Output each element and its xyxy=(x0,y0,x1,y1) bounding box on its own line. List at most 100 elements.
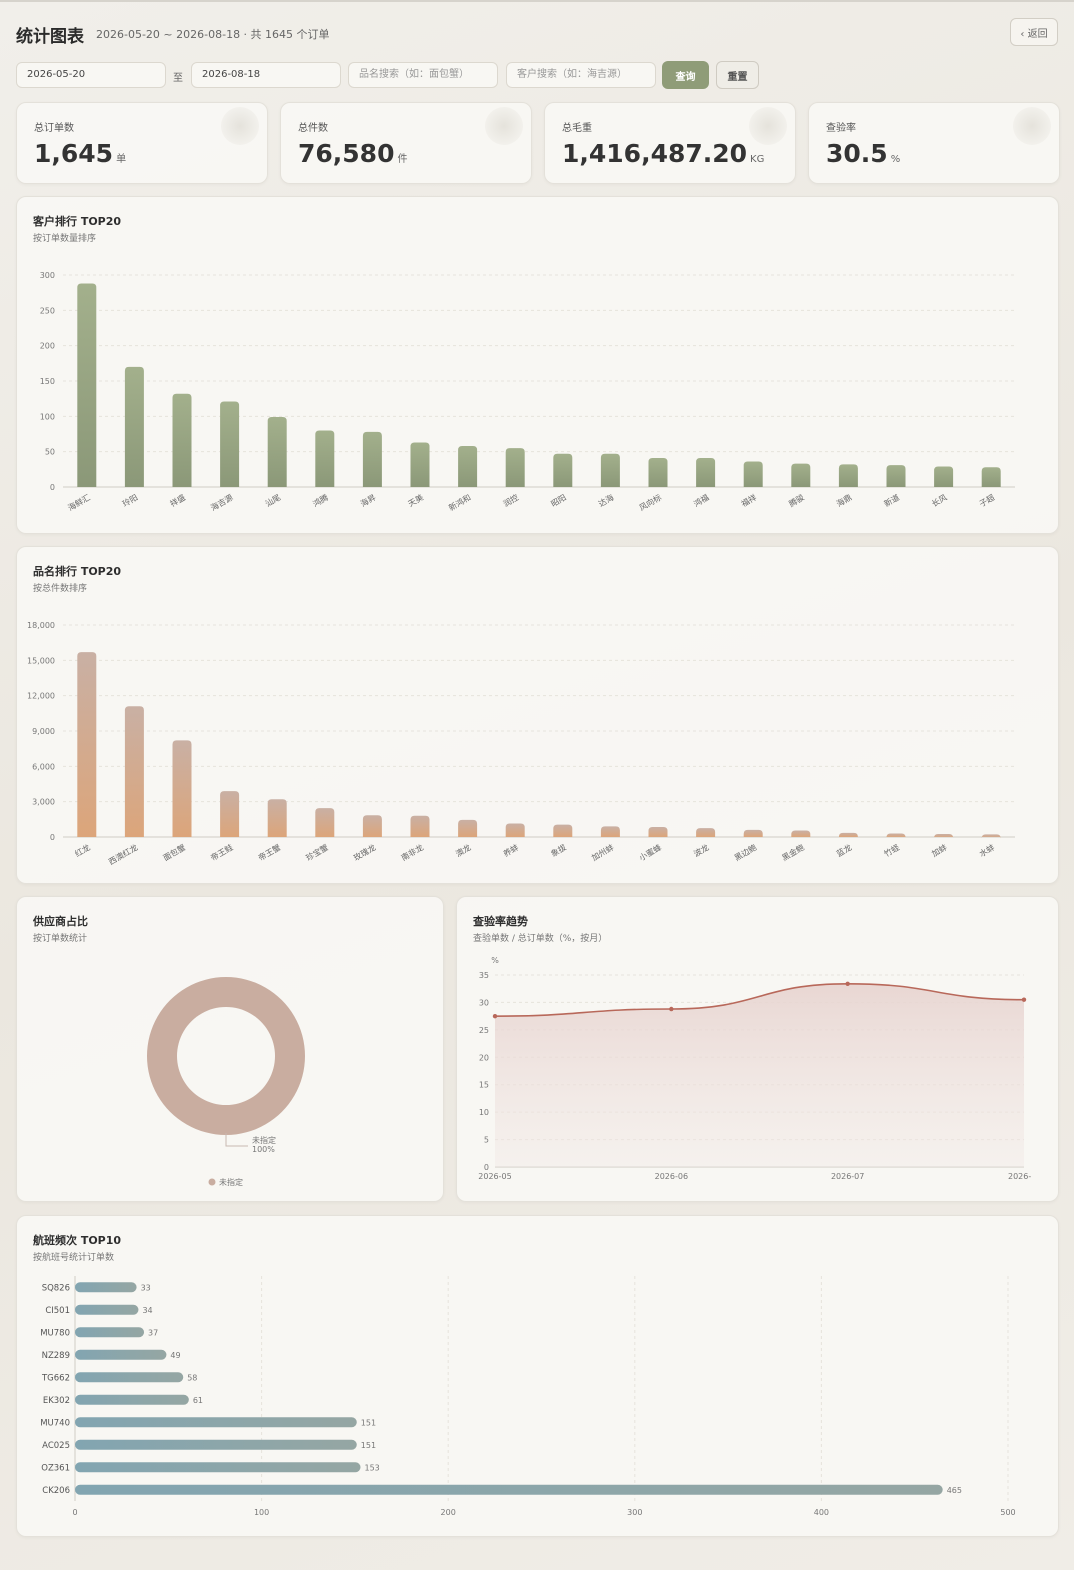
y-tick-label: 0 xyxy=(484,1163,489,1172)
bar xyxy=(75,1484,943,1495)
bar xyxy=(172,740,192,837)
x-tick-label: 波龙 xyxy=(692,842,711,859)
y-tick-label: 20 xyxy=(479,1053,489,1062)
y-tick-label: AC025 xyxy=(42,1441,70,1451)
x-tick-label: 昭阳 xyxy=(549,493,567,509)
y-tick-label: 0 xyxy=(50,483,55,492)
product-search-input[interactable]: 品名搜索（如：面包蟹） xyxy=(348,62,498,88)
card-subtitle: 按总件数排序 xyxy=(33,584,88,594)
y-tick-label: 35 xyxy=(479,971,489,980)
stat-decoration xyxy=(485,107,523,145)
x-tick-label: 澳龙 xyxy=(454,842,473,859)
bar xyxy=(505,823,525,837)
card-subtitle: 按航班号统计订单数 xyxy=(33,1253,115,1263)
bar xyxy=(315,430,335,487)
data-label: 151 xyxy=(361,1418,376,1427)
end-date-input[interactable]: 2026-08-18 xyxy=(191,62,341,88)
pie-slice xyxy=(146,977,305,1135)
filter-bar: 2026-05-20 至 2026-08-18 品名搜索（如：面包蟹） 客户搜索… xyxy=(16,61,776,89)
bar xyxy=(75,1394,189,1405)
y-tick-label: 150 xyxy=(40,377,55,386)
y-tick-label: MU780 xyxy=(40,1328,70,1338)
x-tick-label: 500 xyxy=(1000,1508,1015,1517)
bar xyxy=(75,1462,361,1473)
label-leader-line xyxy=(225,1133,248,1147)
card-subtitle: 查验单数 / 总订单数（%，按月） xyxy=(473,934,608,944)
bar xyxy=(934,834,954,839)
bar xyxy=(75,1282,137,1293)
back-button[interactable]: ‹ 返回 xyxy=(1010,18,1058,46)
bar xyxy=(124,706,144,837)
x-tick-label: 帝王蟹 xyxy=(256,842,282,863)
card-title: 航班频次 TOP10 xyxy=(33,1234,122,1247)
y-tick-label: 15 xyxy=(479,1081,489,1090)
x-tick-label: 2026- xyxy=(1008,1172,1031,1181)
bar xyxy=(696,828,716,837)
x-tick-label: 新道 xyxy=(882,492,901,509)
bar xyxy=(362,431,382,487)
card-subtitle: 按订单数统计 xyxy=(33,934,88,944)
x-tick-label: 玲阳 xyxy=(121,492,140,509)
bar xyxy=(886,465,906,487)
product-ranking-card: 品名排行 TOP20 按总件数排序 0 3,000 6,000 9,000 12,000… xyxy=(16,546,1059,884)
x-tick-label: 300 xyxy=(627,1508,642,1517)
bar xyxy=(410,815,430,837)
query-button[interactable]: 查询 xyxy=(662,61,709,89)
customer-search-input[interactable]: 客户搜索（如：海吉源） xyxy=(506,62,656,88)
bar xyxy=(553,824,573,837)
x-tick-label: 腾骏 xyxy=(787,492,806,509)
data-label: 151 xyxy=(361,1441,376,1450)
bar xyxy=(315,808,335,837)
start-date-input[interactable]: 2026-05-20 xyxy=(16,62,166,88)
slice-name-label: 未指定 xyxy=(252,1135,276,1145)
bar xyxy=(505,448,525,487)
x-tick-label: 蓝龙 xyxy=(835,842,854,859)
legend-marker xyxy=(208,1178,216,1186)
data-label: 58 xyxy=(187,1373,197,1382)
x-tick-label: 黑金鲍 xyxy=(780,842,806,863)
x-tick-label: 面包蟹 xyxy=(161,842,187,863)
bar xyxy=(77,283,97,487)
bar xyxy=(267,417,287,487)
bar xyxy=(75,1304,139,1315)
y-tick-label: 9,000 xyxy=(32,727,55,736)
stat-value: 1,645 单 xyxy=(34,139,127,168)
bar xyxy=(75,1439,357,1450)
x-tick-label: 长风 xyxy=(930,492,949,509)
data-point xyxy=(1021,997,1027,1002)
trend-line xyxy=(494,982,1025,1017)
bar xyxy=(267,799,287,837)
stat-decoration xyxy=(221,107,259,145)
bar xyxy=(981,467,1001,487)
x-tick-label: 玫瑰龙 xyxy=(352,842,378,863)
x-tick-label: 新鸿和 xyxy=(447,492,473,513)
x-tick-label: 珍宝蟹 xyxy=(304,842,330,863)
page-subtitle: 2026-05-20 ~ 2026-08-18 · 共 1645 个订单 xyxy=(96,28,330,41)
bar xyxy=(75,1417,357,1428)
y-tick-label: 5 xyxy=(484,1136,489,1145)
x-tick-label: 2026-05 xyxy=(478,1172,511,1181)
x-tick-label: 黑边鲍 xyxy=(732,842,758,863)
y-tick-label: CI501 xyxy=(45,1306,70,1316)
data-point xyxy=(492,1013,498,1019)
bar xyxy=(75,1372,184,1383)
y-tick-label: 300 xyxy=(40,271,55,280)
bar xyxy=(600,453,620,487)
y-tick-label: TG662 xyxy=(41,1373,70,1383)
inspection-trend-card: 查验率趋势 查验单数 / 总订单数（%，按月） % 0 5 10 15 20 25 30 35 2… xyxy=(456,896,1059,1202)
y-tick-label: 30 xyxy=(479,998,489,1007)
reset-button[interactable]: 重置 xyxy=(716,61,759,89)
y-tick-label: SQ826 xyxy=(42,1283,70,1293)
stat-card-total-pieces: 总件数 76,580 件 xyxy=(280,102,532,184)
y-tick-label: 3,000 xyxy=(32,798,55,807)
x-tick-label: 鸿腾 xyxy=(311,492,330,509)
product-bar-chart: 0 3,000 6,000 9,000 12,000 15,000 18,000 红龙 西澳红龙… xyxy=(27,621,1015,867)
x-tick-label: 帝王鲑 xyxy=(209,842,235,863)
data-point xyxy=(845,981,850,986)
bar xyxy=(648,458,668,487)
legend-label: 未指定 xyxy=(219,1177,243,1187)
bar xyxy=(791,463,811,487)
x-tick-label: 水蚌 xyxy=(977,842,996,859)
x-tick-label: 鸿福 xyxy=(692,492,711,509)
bar xyxy=(934,466,954,487)
